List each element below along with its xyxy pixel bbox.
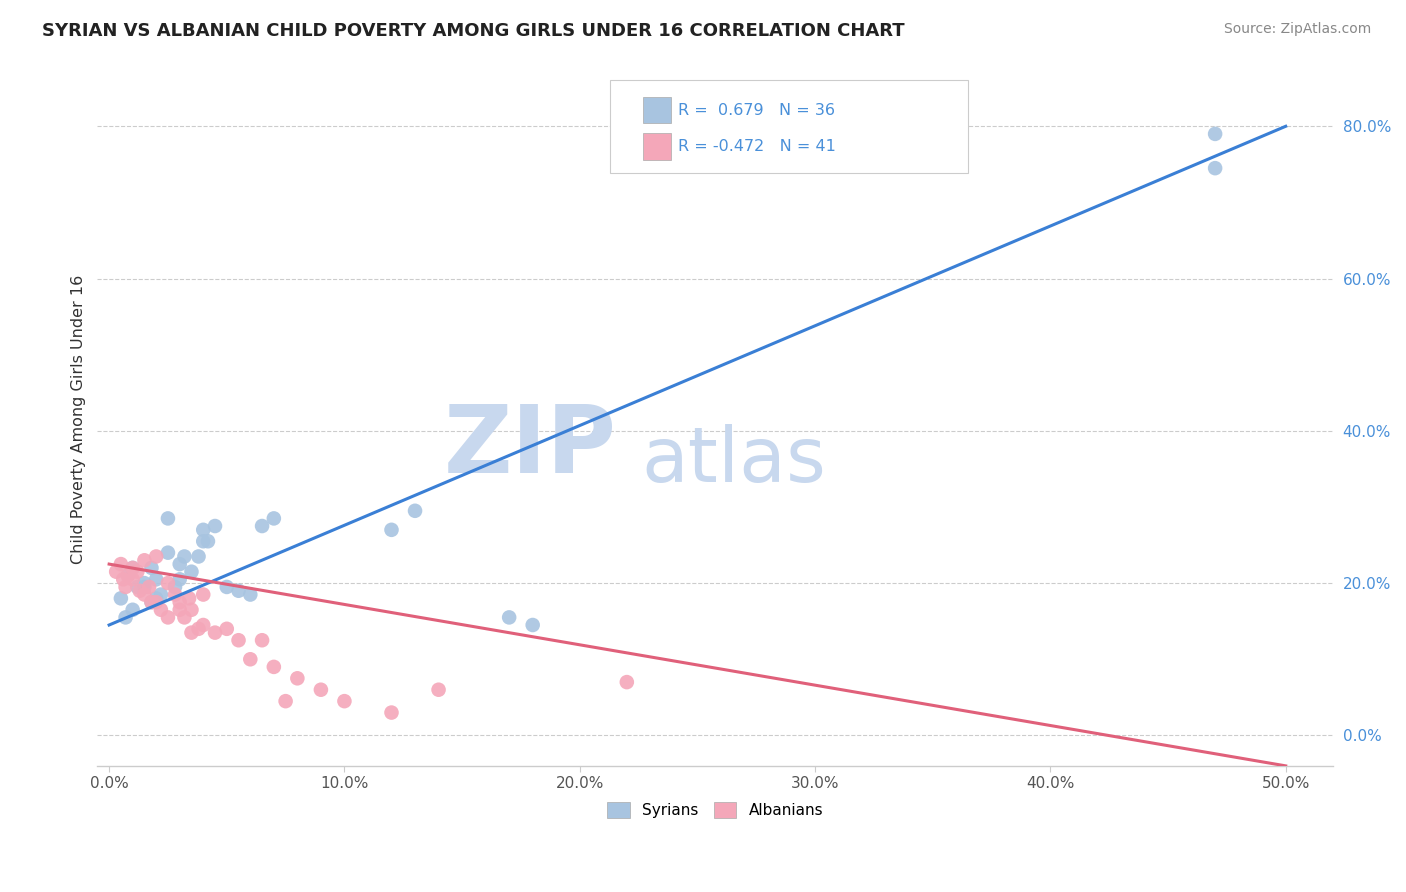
Point [197,534,219,549]
FancyBboxPatch shape [644,97,671,123]
Point [145,595,167,609]
Point [114,610,136,624]
Point [156,576,179,591]
Point [134,576,156,591]
Point [1204,127,1226,141]
Point [134,553,156,567]
Point [114,580,136,594]
Point [169,572,191,586]
Point [156,511,179,525]
Point [145,572,167,586]
Point [117,568,139,582]
Point [616,675,638,690]
Point [309,682,332,697]
Point [163,580,186,594]
Text: SYRIAN VS ALBANIAN CHILD POVERTY AMONG GIRLS UNDER 16 CORRELATION CHART: SYRIAN VS ALBANIAN CHILD POVERTY AMONG G… [42,22,905,40]
Point [263,660,285,674]
Point [287,671,309,685]
Text: ZIP: ZIP [443,401,616,493]
Point [193,588,215,602]
Point [117,568,139,582]
Text: R = -0.472   N = 41: R = -0.472 N = 41 [678,139,837,154]
Point [250,633,273,648]
Point [127,580,149,594]
Point [121,561,143,575]
Text: Source: ZipAtlas.com: Source: ZipAtlas.com [1223,22,1371,37]
Point [138,580,160,594]
Point [121,572,143,586]
Point [156,546,179,560]
Point [522,618,544,632]
Point [228,583,250,598]
Point [215,622,238,636]
Point [250,519,273,533]
Text: atlas: atlas [641,424,825,498]
Point [228,633,250,648]
Point [149,603,172,617]
Point [173,549,195,564]
FancyBboxPatch shape [610,80,969,173]
Point [112,572,135,586]
Point [498,610,520,624]
Point [169,595,191,609]
Point [134,588,156,602]
Point [121,561,143,575]
Point [128,583,150,598]
Point [204,625,226,640]
Point [204,519,226,533]
Point [193,523,215,537]
Point [239,588,262,602]
Point [110,557,132,571]
Point [180,625,202,640]
FancyBboxPatch shape [644,133,671,160]
Point [105,565,128,579]
Point [127,565,149,579]
Point [193,534,215,549]
Point [163,588,186,602]
Point [110,591,132,606]
Point [187,549,209,564]
Y-axis label: Child Poverty Among Girls Under 16: Child Poverty Among Girls Under 16 [72,275,86,564]
Point [215,580,238,594]
Point [187,622,209,636]
Point [380,706,402,720]
Point [193,618,215,632]
Point [134,580,156,594]
Point [173,610,195,624]
Point [180,603,202,617]
Point [145,591,167,606]
Point [380,523,402,537]
Point [141,595,163,609]
Point [180,565,202,579]
Point [179,591,201,606]
Point [149,588,172,602]
Point [169,557,191,571]
Point [263,511,285,525]
Point [169,603,191,617]
Point [145,549,167,564]
Point [1204,161,1226,176]
Point [156,610,179,624]
Point [121,603,143,617]
Point [333,694,356,708]
Legend: Syrians, Albanians: Syrians, Albanians [600,796,830,824]
Point [141,561,163,575]
Point [404,504,426,518]
Point [239,652,262,666]
Point [274,694,297,708]
Point [141,595,163,609]
Point [427,682,450,697]
Text: R =  0.679   N = 36: R = 0.679 N = 36 [678,103,835,118]
